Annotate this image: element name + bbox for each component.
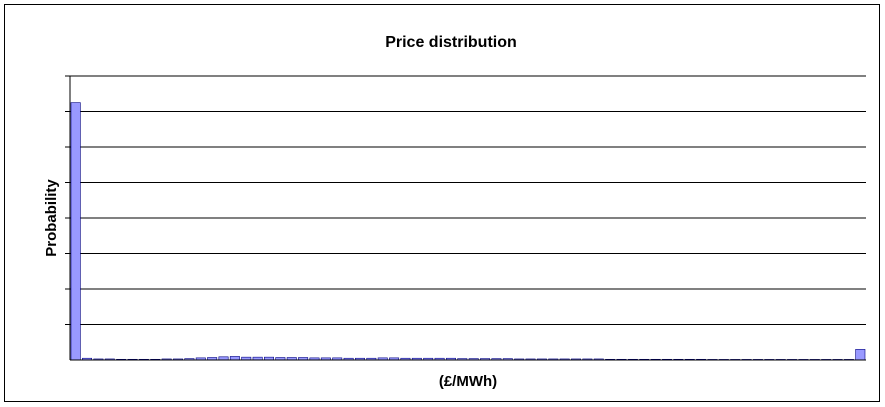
gridlines: [70, 75, 866, 325]
y-axis-label: Probability: [43, 179, 60, 257]
chart-title: Price distribution: [385, 34, 517, 51]
chart-area: [4, 4, 880, 402]
bar: [855, 349, 866, 361]
bar: [229, 356, 240, 361]
bar: [70, 102, 81, 361]
axes: [65, 75, 866, 361]
bars: [70, 102, 866, 361]
x-axis-label: (£/MWh): [439, 373, 497, 390]
